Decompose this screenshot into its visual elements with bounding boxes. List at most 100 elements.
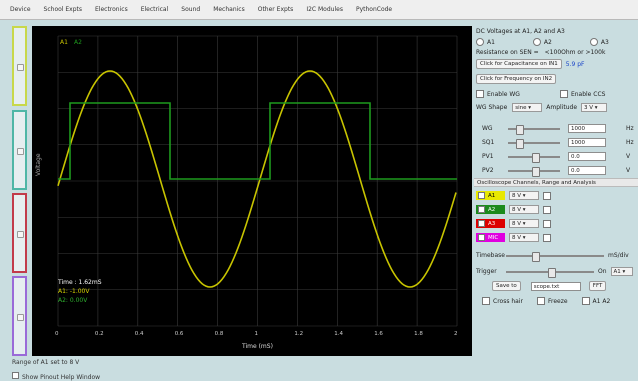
x-tick-label: 0.4 [135, 331, 144, 337]
channel-strip-a3[interactable] [12, 193, 27, 273]
offset-handle-a2[interactable] [17, 148, 24, 155]
channel-badge-a3[interactable]: A3 [476, 219, 505, 228]
options-row: Cross hair Freeze A1 A2 [476, 297, 610, 305]
param-input[interactable]: 1000 [568, 138, 606, 147]
trigger-slider[interactable] [506, 267, 594, 278]
radio-a1-label: A1 [487, 38, 495, 46]
plot-grid [57, 35, 458, 327]
channel-analysis-checkbox[interactable] [543, 191, 551, 200]
x-tick-label: 0 [55, 331, 59, 337]
menu-i2c-modules[interactable]: I2C Modules [306, 6, 343, 13]
menu-device[interactable]: Device [10, 6, 31, 13]
channel-checkbox[interactable] [478, 234, 485, 241]
channel-name: A3 [488, 220, 496, 227]
x-tick-label: 1.4 [334, 331, 343, 337]
param-slider-thumb[interactable] [516, 138, 524, 149]
channel-range-select[interactable]: 8 V ▾ [509, 205, 539, 214]
timebase-label: Timebase [476, 252, 505, 259]
menu-electrical[interactable]: Electrical [140, 6, 169, 13]
param-slider-thumb[interactable] [532, 166, 540, 177]
fft-button[interactable]: FFT [588, 281, 607, 291]
param-input[interactable]: 0.0 [568, 166, 606, 175]
param-unit: V [626, 153, 631, 160]
timebase-row: Timebase mS/div [476, 251, 629, 262]
menu-other-expts[interactable]: Other Expts [257, 6, 294, 13]
param-input[interactable]: 0.0 [568, 152, 606, 161]
channel-badge-a1[interactable]: A1 [476, 191, 505, 200]
x-tick-label: 1.6 [374, 331, 383, 337]
param-slider-thumb[interactable] [532, 152, 540, 163]
trigger-channel-select[interactable]: A1 ▾ [610, 267, 633, 276]
menu-bar: Device School Expts Electronics Electric… [0, 0, 638, 20]
channel-range-select[interactable]: 8 V ▾ [509, 219, 539, 228]
enable-ccs-checkbox[interactable] [559, 90, 568, 98]
radio-a2-label: A2 [543, 38, 552, 46]
channel-strip-a1[interactable] [12, 26, 27, 106]
freeze-label: Freeze [547, 297, 568, 305]
radio-a1[interactable] [476, 38, 484, 46]
scope-section-header: Oscilloscope Channels, Range and Analysi… [474, 178, 638, 187]
channel-row-a3: A3 8 V ▾ [476, 219, 554, 228]
timebase-slider[interactable] [506, 251, 604, 262]
channel-range-select[interactable]: 8 V ▾ [509, 191, 539, 200]
freeze-checkbox[interactable] [536, 297, 545, 305]
enable-wg-checkbox[interactable] [476, 90, 484, 98]
plot-svg: 0 0.2 0.4 0.6 0.8 1 1.2 1.4 1.6 1.8 2 Voltage Time… [35, 35, 458, 350]
channel-badge-mic[interactable]: MIC [476, 233, 505, 242]
param-unit: Hz [626, 139, 634, 146]
channel-row-a2: A2 8 V ▾ [476, 205, 554, 214]
timebase-slider-thumb[interactable] [532, 251, 540, 262]
param-input[interactable]: 1000 [568, 124, 606, 133]
frequency-button[interactable]: Click for Frequency on IN2 [476, 74, 557, 84]
save-filename-input[interactable]: scope.txt [530, 281, 581, 291]
plot-traces [57, 70, 457, 288]
amplitude-select[interactable]: 3 V ▾ [581, 103, 608, 112]
menu-mechanics[interactable]: Mechanics [213, 6, 245, 13]
channel-checkbox[interactable] [478, 220, 485, 227]
offset-handle-a3[interactable] [17, 231, 24, 238]
param-slider-thumb[interactable] [516, 124, 524, 135]
param-slider[interactable] [508, 124, 560, 135]
a1a2-checkbox[interactable] [581, 297, 590, 305]
channel-badge-a2[interactable]: A2 [476, 205, 505, 214]
radio-a3[interactable] [589, 38, 598, 46]
x-tick-label: 2 [454, 331, 458, 337]
param-slider[interactable] [508, 138, 560, 149]
offset-handle-mic[interactable] [17, 314, 24, 321]
pinout-help-label: Show Pinout Help Window [22, 374, 101, 381]
x-tick-label: 0.2 [95, 331, 104, 337]
channel-strip-mic[interactable] [12, 276, 27, 356]
menu-sound[interactable]: Sound [181, 6, 201, 13]
channel-checkbox[interactable] [478, 192, 485, 199]
wg-shape-value: sine [515, 105, 527, 111]
param-row-pv2: PV2 0.0 V [476, 166, 630, 177]
crosshair-checkbox[interactable] [482, 297, 490, 305]
param-label: PV2 [482, 167, 494, 174]
x-tick-label: 0.6 [175, 331, 184, 337]
param-slider[interactable] [508, 152, 560, 163]
param-slider[interactable] [508, 166, 560, 177]
dc-radio-group: A1 A2 A3 [476, 38, 609, 46]
radio-a2[interactable] [532, 38, 541, 46]
menu-electronics[interactable]: Electronics [95, 6, 128, 13]
menu-pythoncode[interactable]: PythonCode [355, 6, 393, 13]
pinout-help-toggle[interactable]: Show Pinout Help Window [12, 372, 100, 381]
channel-strip-a2[interactable] [12, 110, 27, 190]
offset-handle-a1[interactable] [17, 64, 24, 71]
save-button[interactable]: Save to [492, 281, 521, 291]
trigger-slider-thumb[interactable] [548, 267, 556, 278]
capacitance-button[interactable]: Click for Capacitance on IN1 [476, 59, 562, 69]
pinout-help-checkbox[interactable] [12, 372, 19, 379]
channel-analysis-checkbox[interactable] [543, 205, 551, 214]
channel-analysis-checkbox[interactable] [543, 219, 551, 228]
channel-range-select[interactable]: 8 V ▾ [509, 233, 539, 242]
channel-checkbox[interactable] [478, 206, 485, 213]
trace-a1 [57, 70, 457, 288]
oscilloscope-plot[interactable]: 0 0.2 0.4 0.6 0.8 1 1.2 1.4 1.6 1.8 2 Voltage Time… [32, 26, 472, 356]
channel-range-value: 8 V [512, 193, 522, 199]
channel-analysis-checkbox[interactable] [543, 233, 551, 242]
wg-shape-select[interactable]: sine ▾ [512, 103, 543, 112]
menu-school-expts[interactable]: School Expts [43, 6, 82, 13]
a1a2-label: A1 A2 [592, 297, 611, 305]
param-row-sq1: SQ1 1000 Hz [476, 138, 634, 149]
